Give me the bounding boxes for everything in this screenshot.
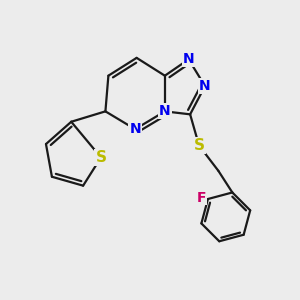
Text: N: N: [199, 79, 211, 93]
Text: N: N: [129, 122, 141, 136]
Text: N: N: [183, 52, 194, 66]
Text: N: N: [159, 104, 171, 118]
Text: S: S: [95, 150, 106, 165]
Text: F: F: [196, 190, 206, 205]
Text: S: S: [194, 138, 205, 153]
